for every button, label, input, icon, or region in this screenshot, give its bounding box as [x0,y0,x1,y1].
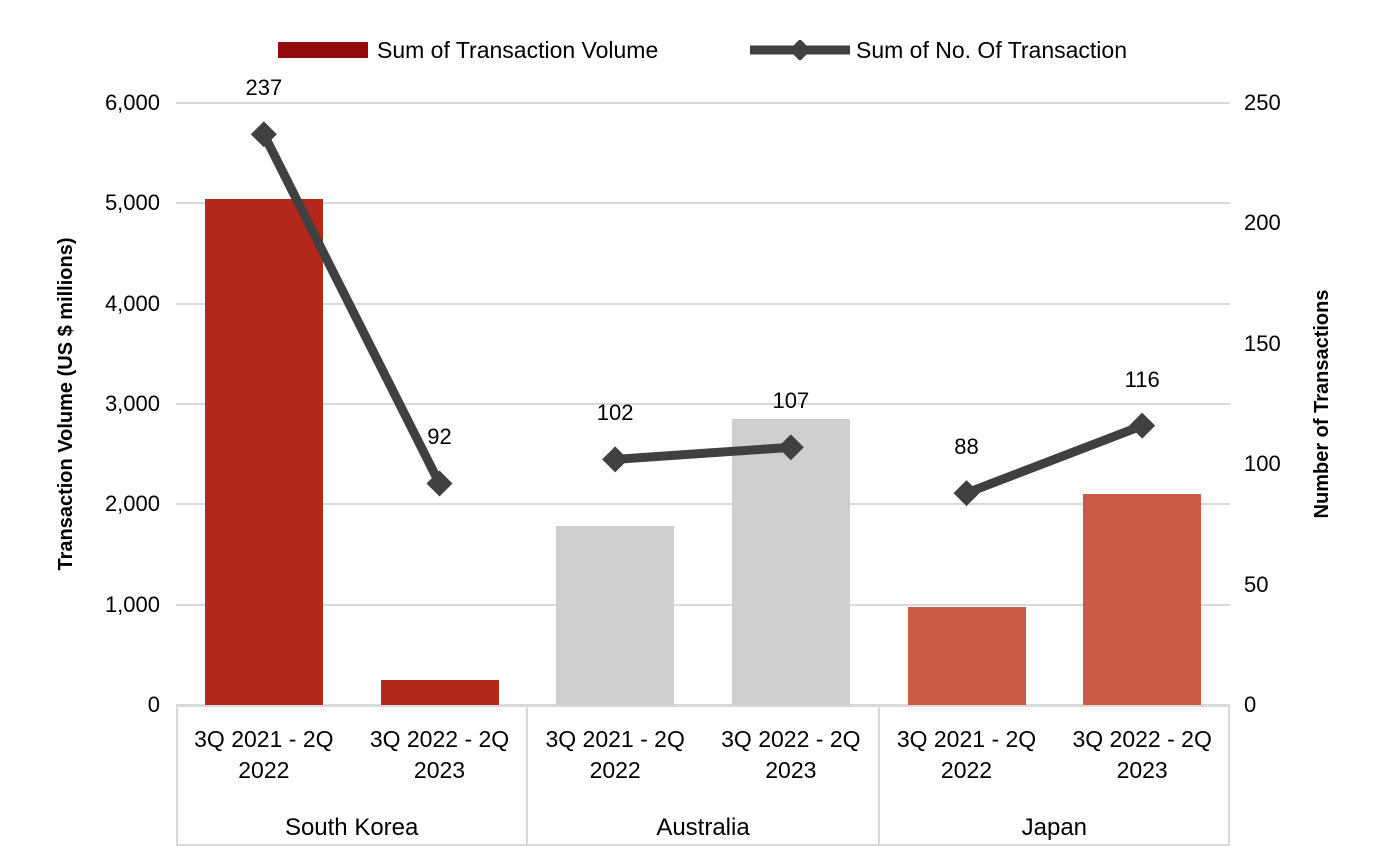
category-group-label: South Korea [284,814,419,841]
bar-japan-1 [907,606,1026,705]
line-data-label: 88 [954,434,979,460]
category-tick-label: 3Q 2021 - 2Q 2022 [896,726,1037,783]
left-axis-tick-label: 0 [147,692,160,717]
left-axis-tick-label: 4,000 [104,290,160,316]
left-axis-tick-label: 3,000 [104,391,160,416]
bar-japan-2 [1083,494,1202,705]
legend-count-label: Sum of No. Of Transaction [856,37,1128,63]
diamond-marker-icon [1129,412,1156,439]
right-axis-tick-label: 200 [1244,210,1281,236]
gridline [176,302,1230,305]
right-axis-title: Number of Transactions [1311,289,1333,519]
right-axis-tick-label: 50 [1244,571,1269,597]
bar-south-korea-1 [204,199,323,705]
right-axis-tick-label: 0 [1244,692,1257,717]
line-data-label: 237 [245,75,283,101]
category-axis-box [176,705,1230,846]
diamond-marker-icon [602,446,629,473]
legend: Sum of Transaction Volume Sum of No. Of … [0,0,1390,80]
legend-volume-label: Sum of Transaction Volume [377,37,659,63]
gridline [176,102,1230,104]
right-axis-tick-label: 100 [1244,451,1281,477]
diamond-marker-icon [953,480,980,507]
category-tick-label: 3Q 2021 - 2Q 2022 [194,726,334,783]
line-segment [964,421,1144,498]
category-group-divider [526,705,529,846]
gridline [176,503,1230,506]
category-tick-label: 3Q 2021 - 2Q 2022 [545,726,685,783]
right-axis-tick-label: 150 [1244,330,1281,356]
diamond-marker-icon [250,121,277,148]
legend-volume-swatch-icon [278,42,368,58]
line-data-label: 107 [772,388,810,414]
category-tick-label: 3Q 2022 - 2Q 2023 [721,726,861,783]
gridline [176,403,1230,405]
gridline [176,202,1230,205]
bar-australia-2 [731,419,850,705]
category-group-label: Japan [1021,814,1088,841]
line-data-label: 92 [427,424,452,450]
category-group-label: Australia [656,814,750,841]
diamond-marker-icon [426,470,453,497]
left-axis-tick-label: 6,000 [104,90,160,115]
left-axis-tick-label: 5,000 [104,190,160,216]
line-data-label: 116 [1124,366,1160,392]
left-axis-tick-label: 1,000 [104,591,160,617]
left-axis-tick-label: 2,000 [104,491,160,517]
category-tick-label: 3Q 2022 - 2Q 2023 [369,726,510,783]
bar-south-korea-2 [380,679,499,705]
category-tick-label: 3Q 2022 - 2Q 2023 [1072,726,1212,783]
legend-line-swatch-icon [750,40,850,60]
right-axis-tick-label: 250 [1244,90,1281,115]
gridline [176,603,1230,606]
category-group-divider [877,705,880,846]
line-data-label: 102 [596,400,634,426]
bar-australia-1 [556,526,675,705]
